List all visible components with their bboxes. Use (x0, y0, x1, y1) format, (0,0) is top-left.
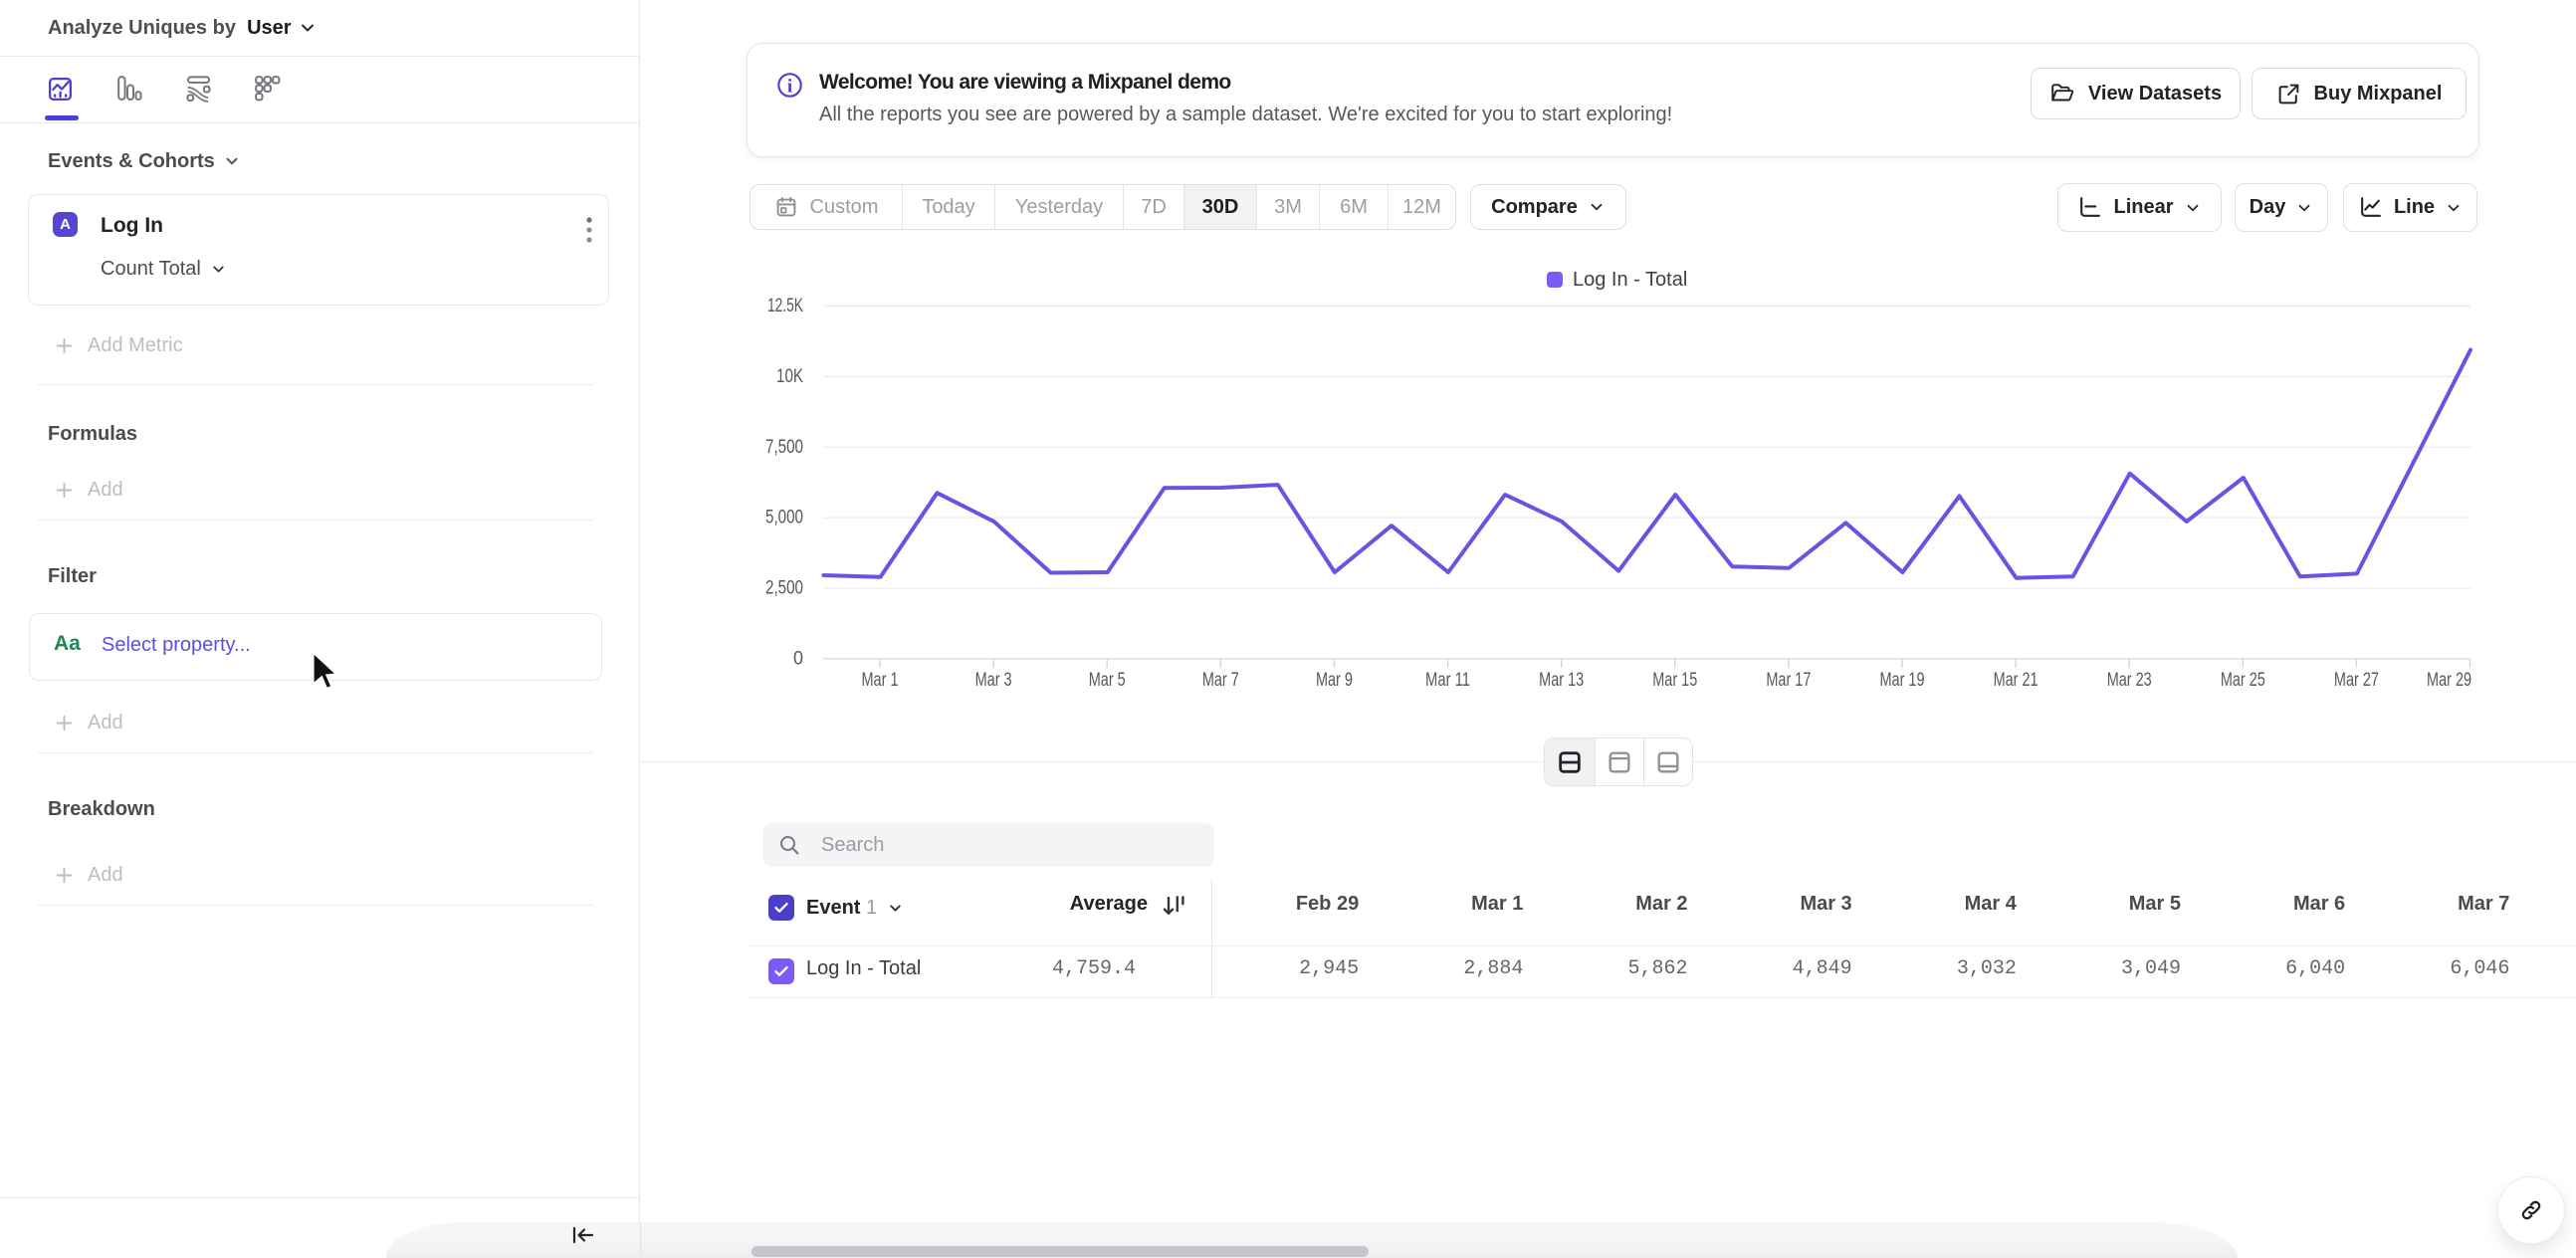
svg-text:Mar 19: Mar 19 (1879, 670, 1924, 691)
svg-text:Mar 27: Mar 27 (2334, 670, 2379, 691)
svg-text:Mar 17: Mar 17 (1766, 670, 1811, 691)
svg-text:7,500: 7,500 (765, 437, 803, 458)
svg-text:12.5K: 12.5K (767, 296, 803, 316)
svg-text:2,500: 2,500 (765, 578, 803, 599)
svg-text:5,000: 5,000 (765, 508, 803, 528)
svg-text:i: i (787, 77, 792, 98)
svg-text:Mar 13: Mar 13 (1539, 670, 1584, 691)
svg-text:Mar 21: Mar 21 (1994, 670, 2039, 691)
svg-text:Mar 25: Mar 25 (2221, 670, 2265, 691)
svg-text:Mar 11: Mar 11 (1425, 670, 1470, 691)
svg-text:Mar 23: Mar 23 (2107, 670, 2152, 691)
svg-text:Mar 7: Mar 7 (1202, 670, 1239, 691)
svg-text:Mar 15: Mar 15 (1652, 670, 1697, 691)
svg-text:Mar 3: Mar 3 (975, 670, 1012, 691)
svg-text:Mar 5: Mar 5 (1089, 670, 1126, 691)
svg-text:Mar 1: Mar 1 (862, 670, 899, 691)
svg-text:10K: 10K (776, 366, 803, 387)
svg-text:Mar 29: Mar 29 (2427, 670, 2471, 691)
svg-text:Mar 9: Mar 9 (1316, 670, 1353, 691)
svg-text:0: 0 (793, 648, 803, 669)
